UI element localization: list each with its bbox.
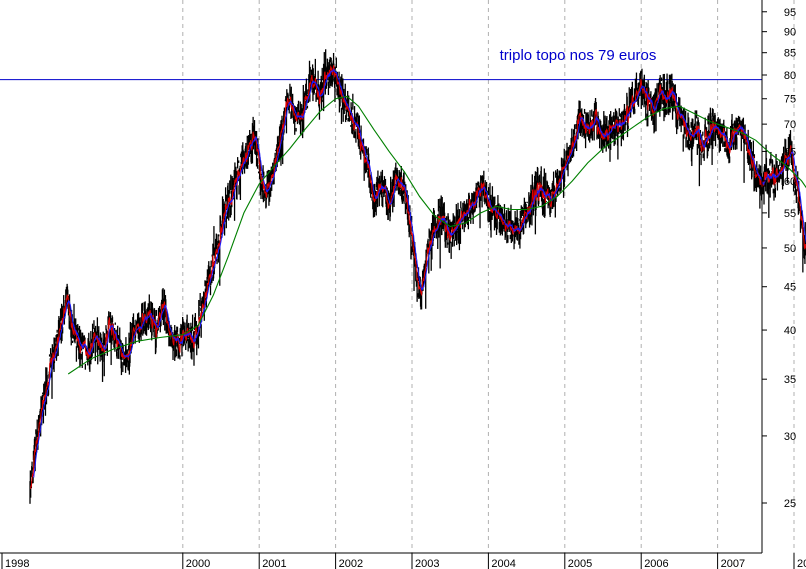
y-tick-label: 55	[784, 208, 796, 220]
annotation-label: triplo topo nos 79 euros	[500, 47, 657, 64]
x-tick-label: 2008	[797, 558, 806, 569]
short-moving-average-line	[30, 64, 806, 489]
y-tick-label: 30	[784, 431, 796, 443]
x-tick-label: 2002	[339, 558, 363, 569]
y-tick-label: 40	[784, 325, 796, 337]
x-tick-label: 2001	[262, 558, 286, 569]
x-tick-label: 2005	[568, 558, 592, 569]
x-tick-label: 1998	[5, 558, 29, 569]
y-tick-label: 90	[784, 27, 796, 39]
x-tick-label: 2004	[491, 558, 515, 569]
y-tick-label: 80	[784, 70, 796, 82]
y-tick-label: 70	[784, 119, 796, 131]
x-tick-label: 2000	[186, 558, 210, 569]
y-tick-label: 75	[784, 94, 796, 106]
y-tick-label: 50	[784, 243, 796, 255]
x-tick-label: 2007	[721, 558, 745, 569]
y-tick-label: 95	[784, 7, 796, 19]
y-tick-label: 25	[784, 498, 796, 510]
y-tick-label: 85	[784, 48, 796, 60]
y-tick-label: 35	[784, 374, 796, 386]
y-tick-label: 65	[784, 146, 796, 158]
mid-moving-average-line	[33, 68, 806, 478]
long-moving-average-line	[67, 95, 806, 375]
x-tick-label: 2003	[415, 558, 439, 569]
y-tick-label: 60	[784, 176, 796, 188]
y-tick-label: 45	[784, 282, 796, 294]
moving-averages	[30, 64, 806, 489]
x-tick-label: 2006	[644, 558, 668, 569]
